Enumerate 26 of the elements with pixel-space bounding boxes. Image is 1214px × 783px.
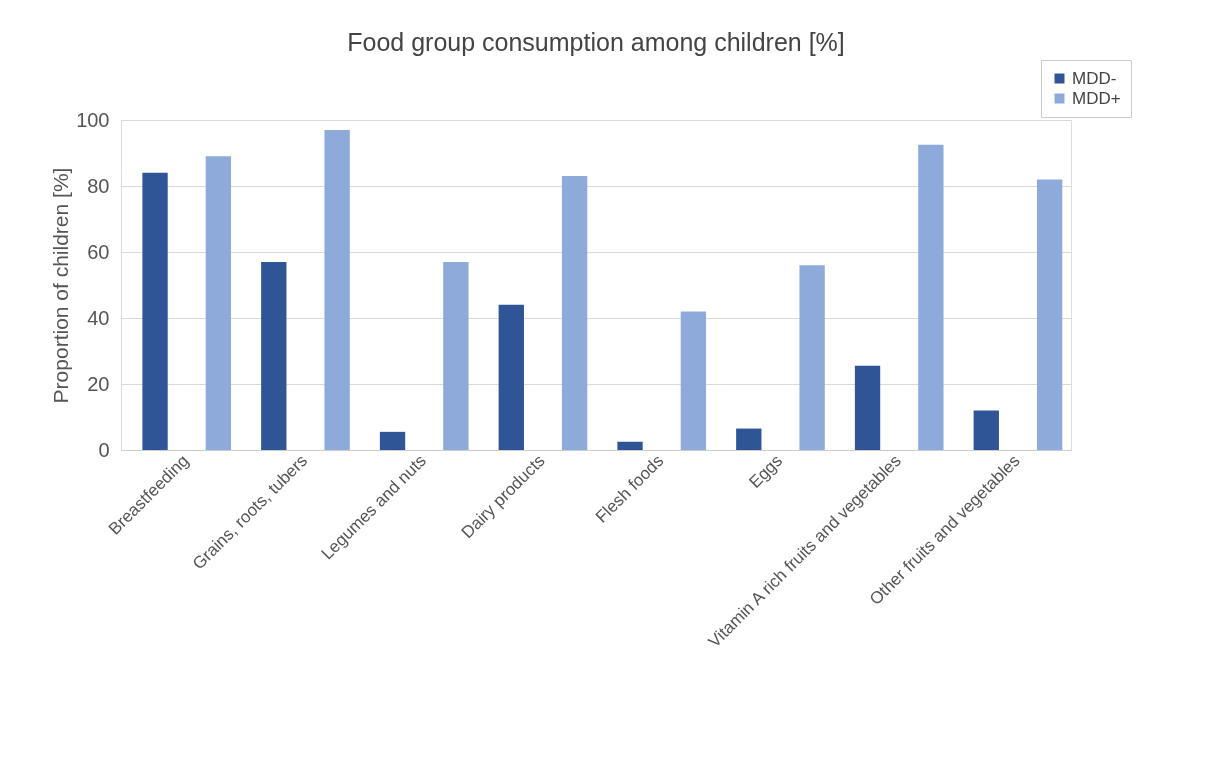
bar (1036, 179, 1063, 450)
bar (324, 129, 350, 450)
bar (680, 311, 707, 450)
legend-label: MDD- (1072, 68, 1117, 88)
bar (443, 261, 469, 450)
bar (498, 304, 524, 450)
y-axis-title: Proportion of children [%] (49, 167, 73, 404)
y-tick-label: 20 (87, 372, 110, 395)
bar (261, 261, 287, 450)
bar (854, 365, 881, 450)
bar (918, 144, 944, 450)
bar (799, 265, 825, 450)
y-tick-label: 60 (87, 240, 110, 263)
bar (205, 156, 232, 450)
y-tick-label: 100 (76, 108, 110, 131)
bar (973, 410, 999, 450)
chart-title: Food group consumption among children [%] (347, 27, 845, 56)
bar (736, 428, 762, 450)
y-tick-label: 0 (98, 438, 110, 461)
y-tick-label: 80 (87, 174, 110, 197)
bar (379, 431, 406, 450)
legend-label: MDD+ (1072, 88, 1121, 108)
y-tick-label: 40 (87, 306, 110, 329)
bar (617, 441, 643, 450)
bar (561, 176, 588, 450)
bar (142, 172, 168, 450)
